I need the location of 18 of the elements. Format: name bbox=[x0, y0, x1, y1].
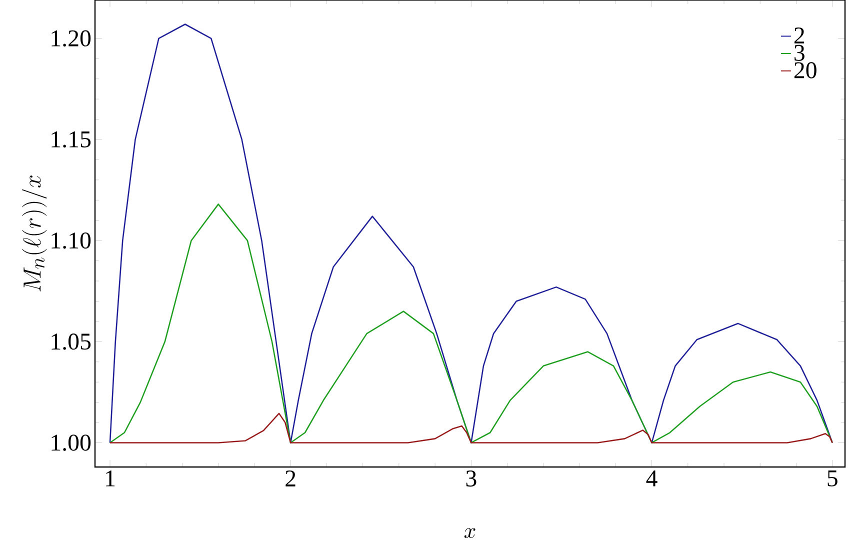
y-axis-title: $M_n(\ell(r))/x$ bbox=[22, 175, 47, 292]
line-series bbox=[109, 412, 834, 444]
y-tick-label: 1.10 bbox=[52, 232, 91, 249]
x-axis-title: $x$ bbox=[464, 528, 476, 538]
y-tick-label: 1.05 bbox=[52, 334, 91, 350]
x-tick-label: 5 bbox=[828, 470, 838, 486]
legend-label: 3 bbox=[794, 44, 804, 61]
legend-label: 2 bbox=[794, 28, 804, 44]
y-tick-label: 1.00 bbox=[52, 434, 91, 451]
legend-label: 20 bbox=[794, 62, 816, 78]
x-tick-label: 3 bbox=[466, 470, 476, 487]
x-tick-label: 4 bbox=[646, 470, 658, 486]
y-tick-label: 1.20 bbox=[52, 30, 91, 47]
x-tick-label: 2 bbox=[286, 470, 296, 486]
line-series bbox=[109, 204, 834, 444]
y-tick-label: 1.15 bbox=[52, 131, 91, 148]
x-tick-label: 1 bbox=[106, 470, 115, 486]
line-series bbox=[109, 24, 834, 444]
